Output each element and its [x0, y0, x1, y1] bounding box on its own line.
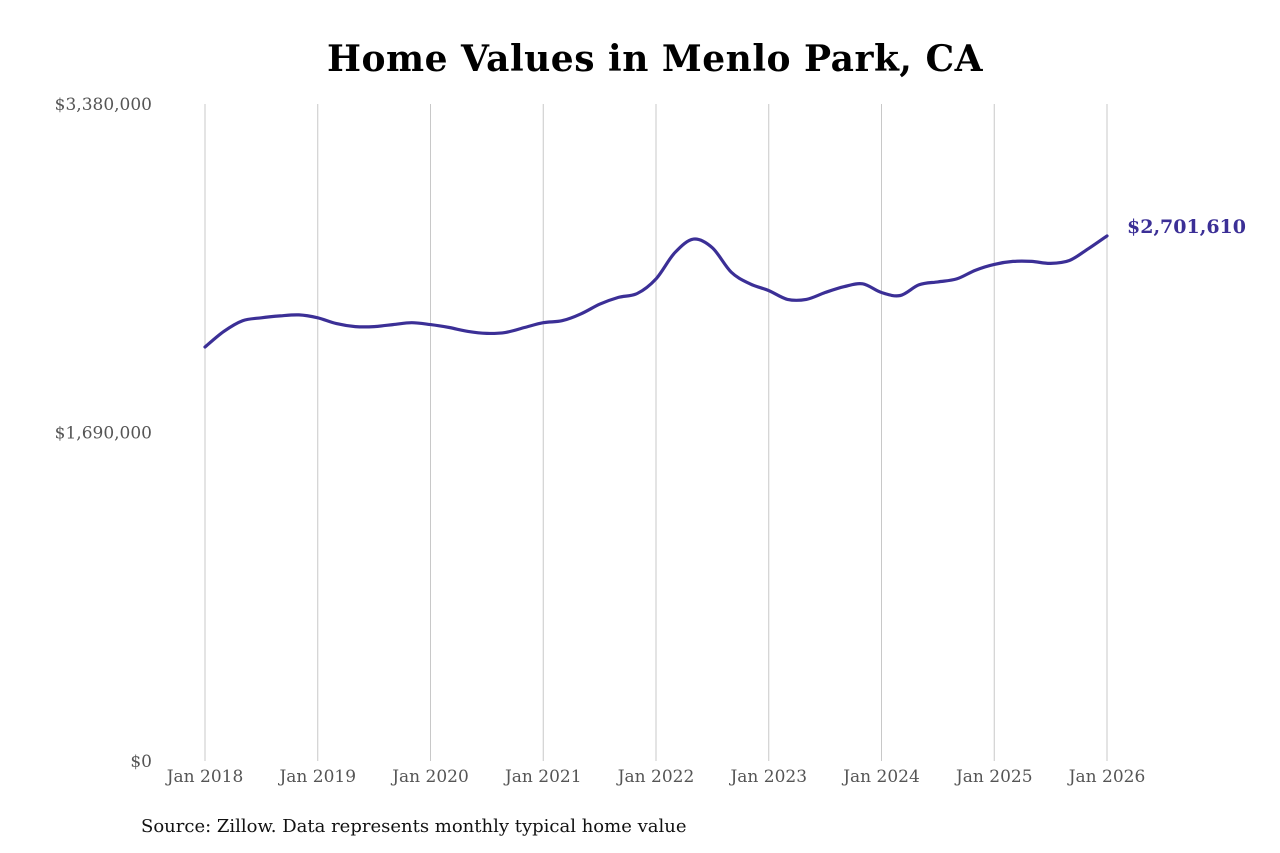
- source-note: Source: Zillow. Data represents monthly …: [141, 816, 687, 837]
- x-tick-label: Jan 2019: [277, 767, 356, 787]
- x-axis-tick-labels: Jan 2018 Jan 2019 Jan 2020 Jan 2021 Jan 2022…: [165, 767, 1146, 787]
- chart-title: Home Values in Menlo Park, CA: [326, 38, 984, 80]
- x-tick-label: Jan 2020: [390, 767, 469, 787]
- x-tick-label: Jan 2018: [165, 767, 244, 787]
- y-tick-label: $1,690,000: [55, 424, 152, 444]
- latest-value-label: $2,701,610: [1127, 216, 1246, 238]
- x-tick-label: Jan 2024: [841, 767, 920, 787]
- x-tick-label: Jan 2021: [503, 767, 582, 787]
- y-axis-tick-labels: $0 $1,690,000 $3,380,000: [55, 95, 152, 772]
- x-tick-label: Jan 2022: [616, 767, 695, 787]
- x-tick-label: Jan 2026: [1067, 767, 1146, 787]
- x-tick-label: Jan 2025: [954, 767, 1033, 787]
- y-tick-label: $0: [130, 752, 152, 772]
- home-value-line: [203, 234, 1109, 349]
- vertical-grid-lines: [204, 104, 1108, 761]
- y-tick-label: $3,380,000: [55, 95, 152, 115]
- x-tick-label: Jan 2023: [728, 767, 807, 787]
